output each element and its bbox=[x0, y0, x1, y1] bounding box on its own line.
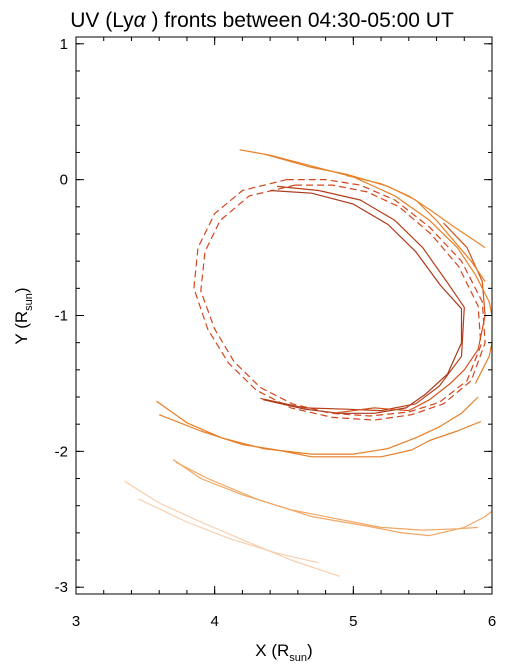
x-axis-label-main: X (R bbox=[255, 641, 289, 660]
y-tick-label: 1 bbox=[60, 36, 68, 53]
front-line-4 bbox=[260, 185, 465, 412]
ticks-layer: 3 4 5 6 -3 -2 -1 0 1 bbox=[55, 36, 497, 630]
front-line-2 bbox=[200, 184, 482, 417]
front-line-7 bbox=[263, 153, 486, 282]
x-axis-label-sub: sun bbox=[289, 652, 307, 664]
x-tick-label: 3 bbox=[72, 613, 80, 630]
front-line-11 bbox=[175, 461, 492, 537]
front-line-14 bbox=[138, 498, 319, 564]
x-axis-label: X (Rsun) bbox=[255, 641, 312, 664]
front-line-13 bbox=[124, 480, 340, 577]
plot-frame bbox=[75, 36, 493, 595]
front-line-1 bbox=[193, 179, 486, 421]
front-line-8 bbox=[346, 175, 486, 249]
title-part-3: ) fronts between 04:30-05:00 UT bbox=[146, 9, 454, 32]
title-part-1: UV (Ly bbox=[70, 9, 134, 32]
y-axis-label-close: ) bbox=[12, 287, 31, 293]
y-tick-label: 0 bbox=[60, 172, 68, 189]
title-part-2: α bbox=[134, 9, 147, 32]
x-axis-label-close: ) bbox=[307, 641, 313, 660]
y-tick-label: -2 bbox=[55, 443, 68, 460]
front-line-10 bbox=[156, 396, 479, 455]
front-line-9 bbox=[158, 414, 482, 458]
x-tick-label: 5 bbox=[349, 613, 357, 630]
y-axis-label-main: Y (R bbox=[12, 311, 31, 345]
front-line-12 bbox=[172, 459, 479, 531]
y-tick-label: -3 bbox=[55, 579, 68, 596]
y-tick-label: -1 bbox=[55, 308, 68, 325]
y-axis-label-sub: sun bbox=[23, 293, 35, 311]
front-line-6 bbox=[239, 149, 492, 384]
series-layer bbox=[124, 149, 492, 577]
front-line-3 bbox=[263, 189, 463, 414]
x-tick-label: 4 bbox=[210, 613, 218, 630]
chart-title: UV (Lyα ) fronts between 04:30-05:00 UT bbox=[70, 9, 454, 32]
y-axis-label: Y (Rsun) bbox=[12, 287, 35, 344]
x-tick-label: 6 bbox=[488, 613, 496, 630]
